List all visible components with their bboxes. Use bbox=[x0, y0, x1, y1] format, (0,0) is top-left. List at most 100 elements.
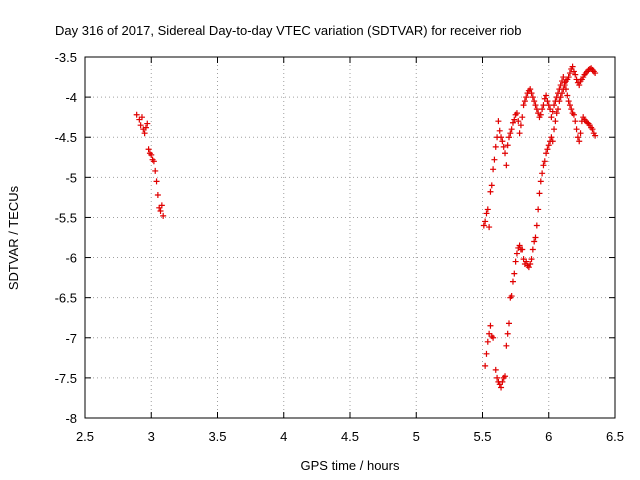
data-point bbox=[482, 218, 489, 225]
data-point bbox=[492, 143, 499, 150]
data-point bbox=[509, 278, 516, 285]
data-point bbox=[551, 126, 558, 133]
data-point bbox=[539, 106, 546, 113]
x-tick-label: 2.5 bbox=[76, 429, 94, 444]
data-point bbox=[508, 293, 515, 300]
y-tick-label: -6.5 bbox=[55, 291, 77, 306]
data-point bbox=[484, 338, 491, 345]
data-point bbox=[577, 130, 584, 137]
data-point bbox=[574, 134, 581, 141]
data-point bbox=[562, 86, 569, 93]
data-point bbox=[508, 126, 515, 133]
y-tick-labels: -8 -7.5 -7 -6.5 -6 -5.5 -5 -4.5 -4 -3.5 bbox=[55, 50, 77, 426]
data-point bbox=[572, 71, 579, 78]
data-point bbox=[150, 158, 157, 165]
data-point bbox=[502, 150, 509, 157]
data-point bbox=[511, 116, 518, 123]
data-point bbox=[564, 92, 571, 99]
data-point bbox=[540, 162, 547, 169]
data-point bbox=[523, 94, 530, 101]
data-point bbox=[487, 188, 494, 195]
data-point bbox=[141, 130, 148, 137]
data-point bbox=[529, 246, 536, 253]
data-point bbox=[531, 238, 538, 245]
data-point bbox=[555, 90, 562, 97]
data-point bbox=[506, 134, 512, 141]
data-point bbox=[483, 350, 490, 357]
data-point bbox=[552, 98, 559, 105]
data-point bbox=[553, 94, 560, 101]
data-point bbox=[498, 384, 505, 391]
x-tick-label: 4.5 bbox=[341, 429, 359, 444]
data-point bbox=[532, 102, 539, 109]
data-point bbox=[540, 102, 547, 109]
x-tick-label: 3 bbox=[148, 429, 155, 444]
data-point bbox=[568, 106, 575, 113]
data-point bbox=[499, 378, 506, 385]
data-point bbox=[519, 114, 526, 121]
data-point bbox=[565, 74, 572, 81]
data-point bbox=[153, 178, 160, 185]
data-point bbox=[537, 111, 544, 118]
data-point bbox=[137, 122, 144, 129]
data-point bbox=[490, 166, 497, 173]
y-tick-label: -8 bbox=[65, 411, 77, 426]
x-tick-label: 3.5 bbox=[208, 429, 226, 444]
data-point bbox=[527, 260, 534, 267]
x-tick-label: 6.5 bbox=[606, 429, 624, 444]
data-point bbox=[556, 86, 563, 93]
data-point bbox=[504, 142, 511, 149]
data-point bbox=[566, 70, 573, 77]
data-point bbox=[545, 142, 552, 149]
data-point bbox=[494, 374, 501, 381]
data-point bbox=[158, 202, 165, 209]
data-points bbox=[133, 63, 599, 391]
data-point bbox=[480, 222, 487, 229]
data-point bbox=[549, 108, 556, 115]
data-point bbox=[576, 138, 583, 145]
data-point bbox=[502, 373, 509, 380]
data-point bbox=[548, 114, 555, 121]
y-tick-label: -4 bbox=[65, 90, 77, 105]
data-point bbox=[573, 126, 580, 133]
data-point bbox=[541, 158, 548, 165]
data-point bbox=[503, 342, 510, 349]
data-point bbox=[555, 106, 562, 113]
data-point bbox=[157, 208, 164, 215]
data-point bbox=[142, 124, 149, 131]
data-point bbox=[592, 70, 599, 77]
data-point bbox=[565, 98, 572, 105]
data-point bbox=[566, 102, 573, 109]
data-point bbox=[145, 146, 152, 153]
data-point bbox=[484, 206, 491, 213]
data-point bbox=[511, 270, 518, 277]
data-point bbox=[504, 330, 511, 337]
y-tick-label: -5 bbox=[65, 170, 77, 185]
x-tick-label: 4 bbox=[280, 429, 287, 444]
data-point bbox=[487, 322, 494, 329]
data-point bbox=[506, 320, 512, 327]
data-point bbox=[148, 151, 155, 158]
y-axis-label: SDTVAR / TECUs bbox=[6, 185, 21, 290]
data-point bbox=[532, 234, 539, 241]
data-point bbox=[496, 127, 503, 134]
data-point bbox=[500, 143, 507, 150]
data-point bbox=[531, 98, 538, 105]
data-point bbox=[548, 134, 555, 141]
data-point bbox=[570, 68, 577, 75]
data-point bbox=[544, 146, 551, 153]
y-tick-label: -4.5 bbox=[55, 130, 77, 145]
data-point bbox=[509, 119, 516, 126]
data-point bbox=[160, 212, 167, 219]
data-point bbox=[543, 92, 550, 99]
data-point bbox=[570, 111, 577, 118]
data-point bbox=[152, 167, 159, 174]
data-point bbox=[492, 366, 499, 373]
data-point bbox=[507, 130, 514, 137]
data-point bbox=[539, 170, 546, 177]
data-point bbox=[503, 162, 510, 169]
data-point bbox=[483, 210, 490, 217]
data-point bbox=[557, 82, 564, 89]
data-point bbox=[535, 206, 542, 213]
